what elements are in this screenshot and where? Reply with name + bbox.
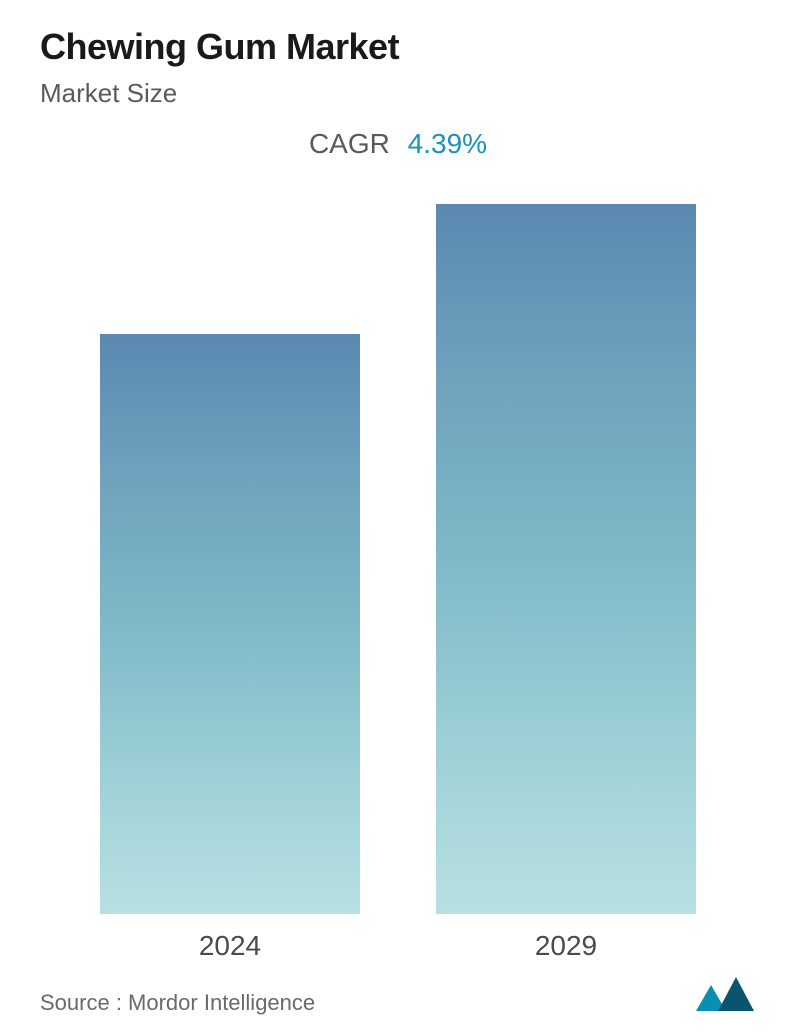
chart-title: Chewing Gum Market <box>40 26 399 68</box>
cagr-row: CAGR 4.39% <box>0 128 796 160</box>
bar-2024 <box>100 334 360 914</box>
cagr-value: 4.39% <box>408 128 487 159</box>
cagr-label: CAGR <box>309 128 390 159</box>
bar-chart <box>40 180 756 914</box>
source-text: Source : Mordor Intelligence <box>40 990 315 1016</box>
infographic-container: Chewing Gum Market Market Size CAGR 4.39… <box>0 0 796 1034</box>
x-axis-label-2029: 2029 <box>436 930 696 962</box>
mordor-logo-icon <box>696 977 756 1016</box>
chart-subtitle: Market Size <box>40 78 177 109</box>
bar-2029 <box>436 204 696 914</box>
x-axis-label-2024: 2024 <box>100 930 360 962</box>
